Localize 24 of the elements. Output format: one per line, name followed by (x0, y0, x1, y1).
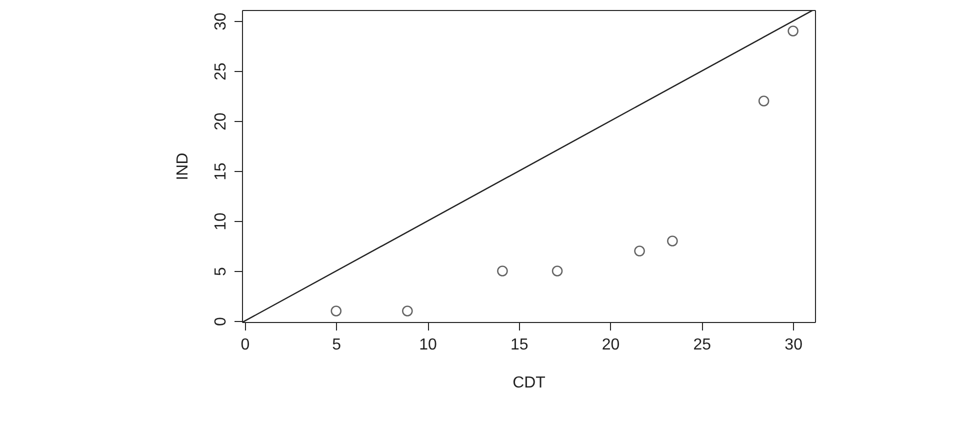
x-tick-label: 20 (602, 336, 620, 354)
x-tick-label: 5 (332, 336, 342, 354)
point (330, 306, 342, 316)
point (788, 26, 798, 36)
y-tick-label: 25 (212, 62, 230, 80)
point (552, 266, 563, 276)
y-tick-label: 0 (212, 316, 230, 326)
point (667, 236, 678, 246)
x-tick-label: 10 (419, 336, 438, 354)
y-axis-title: IND (174, 152, 192, 180)
point (402, 306, 413, 316)
y-tick-label: 30 (212, 12, 230, 30)
y-tick-label: 15 (212, 162, 230, 180)
point (634, 246, 645, 256)
point (497, 266, 508, 276)
x-tick-label: 15 (510, 336, 528, 354)
x-axis-title: CDT (512, 374, 546, 392)
x-tick-label: 25 (693, 336, 712, 354)
point (758, 96, 770, 106)
x-tick-label: 30 (784, 336, 803, 354)
y-tick-label: 20 (212, 112, 230, 130)
y-tick-label: 10 (212, 212, 230, 230)
y-tick-label: 5 (212, 266, 230, 276)
x-tick-label: 0 (240, 336, 250, 354)
